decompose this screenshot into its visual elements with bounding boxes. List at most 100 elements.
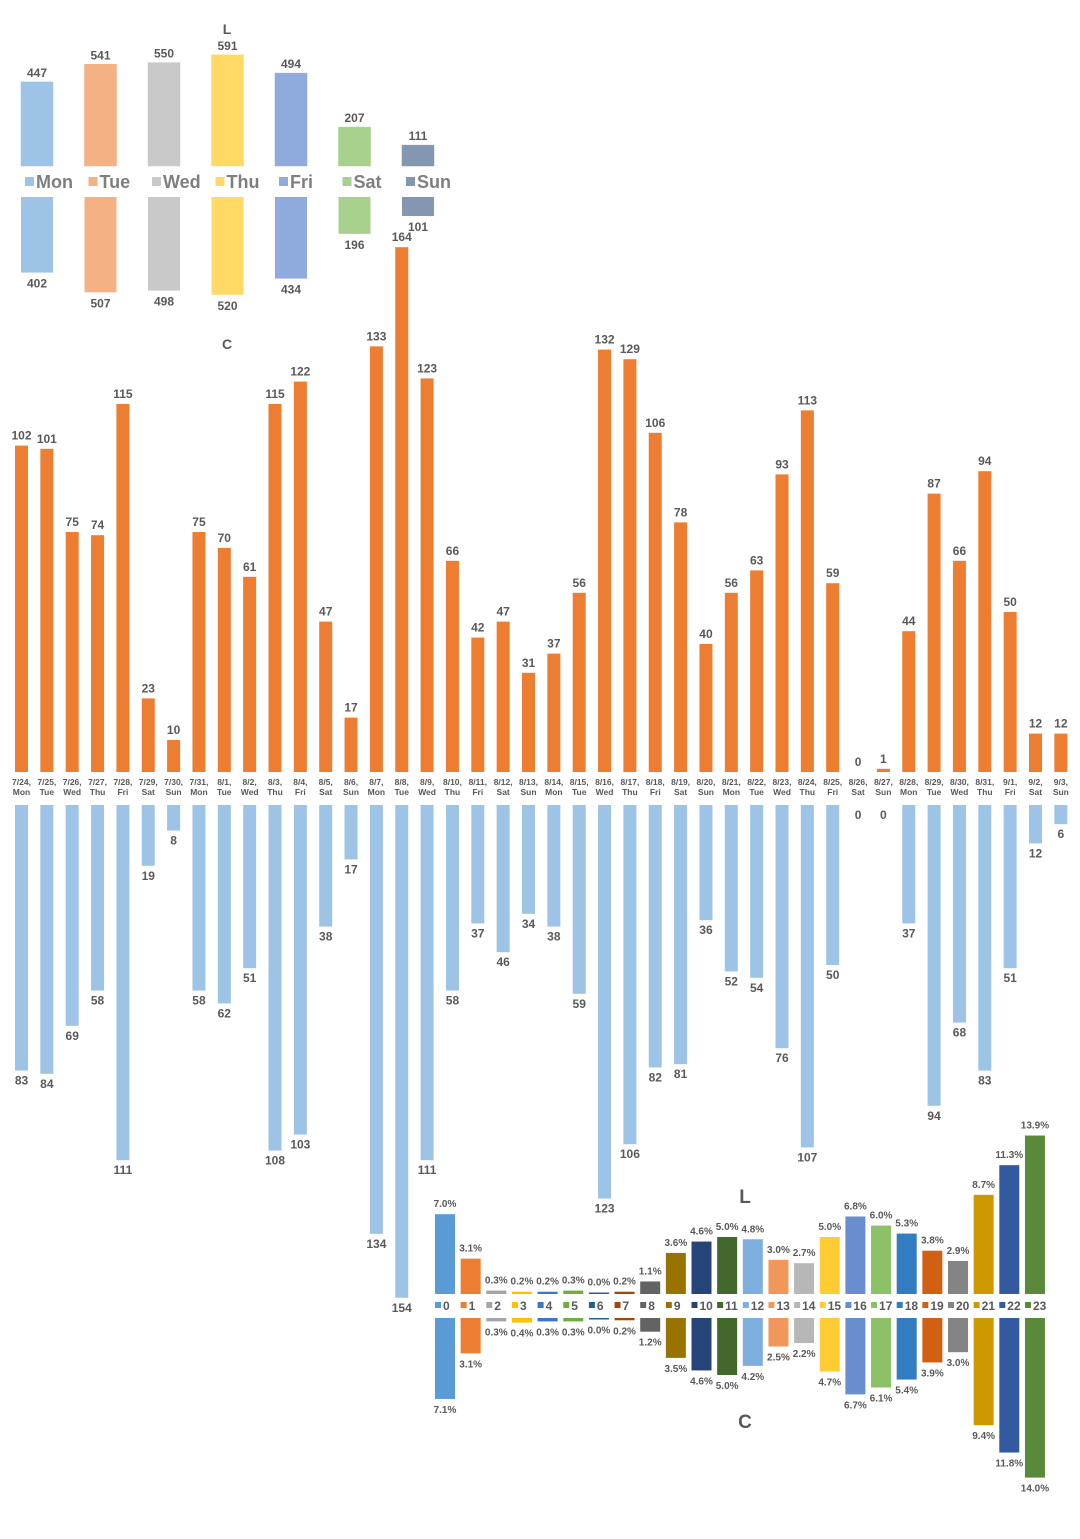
hourly-label-top: 7.0% [434,1199,457,1210]
hourly-label-bottom: 0.4% [511,1329,534,1340]
daily-bar-top [496,621,510,772]
daily-tick-label: 9/3, Sun [1053,777,1069,797]
hourly-bar-bottom [511,1318,532,1323]
hourly-bar-top [973,1194,994,1294]
hourly-bar-top [1024,1135,1045,1294]
daily-tick-label: 9/2, Sat [1028,777,1042,797]
weekday-bar-bottom [338,197,371,234]
daily-bar-top [978,471,992,772]
legend-swatch [25,177,34,186]
daily-bar-top [40,448,54,772]
hourly-label-top: 4.8% [741,1224,764,1235]
hourly-label-top: 3.1% [459,1244,482,1255]
daily-label-top: 133 [366,329,386,343]
daily-label-bottom: 38 [319,930,333,944]
daily-bar-bottom [724,805,738,972]
daily-bar-top [65,532,79,772]
daily-label-bottom: 84 [40,1077,54,1091]
daily-label-bottom: 107 [797,1150,817,1164]
daily-tick-label: 8/12, Sat [494,777,513,797]
daily-bar-top [674,522,688,772]
daily-label-top: 75 [66,515,80,529]
daily-tick-label: 8/25, Fri [823,777,842,797]
hourly-legend-swatch [768,1302,775,1308]
daily-bar-bottom [1003,805,1017,969]
daily-label-top: 56 [573,576,587,590]
hourly-label-bottom: 0.3% [562,1327,585,1338]
hourly-label-bottom: 7.1% [434,1405,457,1416]
daily-bar-bottom [116,805,130,1161]
daily-tick-label: 8/13, Sun [519,777,538,797]
hourly-legend-label: 22 [1007,1299,1021,1313]
hourly-bar-bottom [948,1318,968,1353]
hourly-bar-bottom [435,1318,455,1399]
daily-label-bottom: 111 [114,1163,133,1177]
daily-label-bottom: 58 [192,994,206,1008]
hourly-label-top: 3.6% [664,1238,687,1249]
legend-label: Fri [290,172,313,192]
legend-label: Thu [227,172,260,192]
daily-label-bottom: 54 [750,981,764,995]
weekday-label-top: 541 [90,48,110,62]
daily-tick-label: 8/22, Tue [747,777,766,797]
hourly-bar-top [511,1291,532,1294]
hourly-bar-bottom [665,1318,686,1358]
hourly-legend-label: 7 [623,1299,630,1313]
hourly-legend-label: 9 [674,1299,681,1313]
daily-label-bottom: 34 [522,917,536,931]
hourly-bar-top [819,1237,840,1294]
daily-tick-label: 8/1, Tue [217,777,232,797]
daily-label-top: 94 [978,454,992,468]
daily-bar-top [902,631,916,772]
legend-swatch [406,177,415,186]
hourly-bar-bottom [614,1318,635,1321]
hourly-legend-swatch [845,1302,852,1308]
daily-label-top: 50 [1003,595,1017,609]
daily-label-top: 122 [290,365,310,379]
hourly-legend-swatch [563,1302,570,1308]
weekday-label-bottom: 101 [408,220,428,234]
daily-label-bottom: 46 [496,955,510,969]
daily-tick-label: 8/19, Sat [671,777,690,797]
daily-label-top: 70 [218,531,232,545]
hourly-legend-swatch [511,1302,518,1308]
daily-bar-bottom [192,805,206,991]
weekday-label-bottom: 507 [90,296,110,310]
daily-label-bottom: 82 [649,1070,663,1084]
hourly-label-bottom: 3.9% [921,1368,944,1379]
daily-bar-top [91,535,105,772]
daily-tick-label: 8/18, Fri [646,777,665,797]
hourly-legend-label: 6 [597,1299,604,1313]
daily-bar-top [344,717,358,772]
weekday-bar-bottom [211,197,244,295]
hourly-bar-top [999,1165,1020,1294]
hourly-label-top: 6.0% [870,1211,893,1222]
daily-bar-bottom [268,805,282,1151]
hourly-legend-label: 11 [725,1299,738,1313]
weekday-label-top: 111 [409,129,428,143]
daily-tick-label: 7/27, Thu [88,777,107,797]
weekday-label-bottom: 498 [154,295,174,309]
hourly-bar-bottom [588,1318,609,1320]
daily-bar-bottom [243,805,257,969]
hourly-legend-swatch [1024,1302,1031,1308]
hourly-bar-top [691,1241,712,1294]
daily-label-top: 66 [953,544,967,558]
daily-label-top: 42 [471,621,485,635]
hourly-label-top: 6.8% [844,1201,867,1212]
hourly-legend-label: 16 [853,1299,867,1313]
hourly-bar-top [640,1281,661,1294]
daily-label-top: 56 [725,576,739,590]
daily-tick-label: 8/9, Wed [418,777,436,797]
daily-label-bottom: 134 [366,1237,386,1251]
weekday-label-top: 447 [27,66,47,80]
hourly-title-top: L [739,1187,751,1208]
daily-tick-label: 8/24, Thu [798,777,817,797]
daily-label-bottom: 94 [927,1109,941,1123]
hourly-legend-swatch [665,1302,672,1308]
hourly-label-top: 3.0% [767,1245,790,1256]
daily-bar-top [167,740,181,772]
daily-bar-bottom [293,805,307,1135]
daily-bar-top [952,560,966,772]
daily-label-top: 47 [319,605,333,619]
